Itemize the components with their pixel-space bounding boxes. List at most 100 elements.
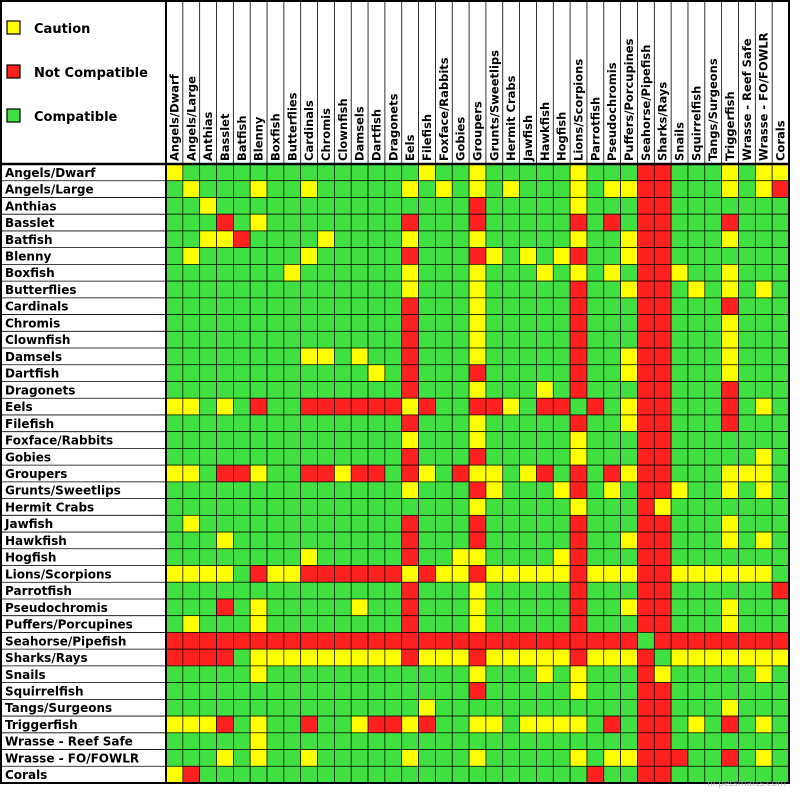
heatmap-cell <box>721 180 739 198</box>
row-header: Tangs/Surgeons <box>5 701 112 715</box>
heatmap-cell <box>569 715 588 734</box>
heatmap-cell <box>485 314 504 332</box>
heatmap-cell <box>233 514 251 533</box>
heatmap-cell <box>334 498 352 516</box>
heatmap-cell <box>249 230 268 248</box>
heatmap-cell <box>182 364 201 382</box>
heatmap-cell <box>738 381 756 399</box>
heatmap-cell <box>435 514 453 533</box>
heatmap-cell <box>249 548 268 566</box>
heatmap-cell <box>536 347 554 366</box>
heatmap-cell <box>771 699 790 717</box>
heatmap-cell <box>536 715 554 734</box>
heatmap-cell <box>401 314 419 332</box>
heatmap-cell <box>536 699 554 717</box>
heatmap-cell <box>721 632 739 650</box>
heatmap-cell <box>435 682 453 700</box>
heatmap-cell <box>603 347 621 366</box>
heatmap-cell <box>401 565 419 583</box>
row-header: Sharks/Rays <box>5 651 88 665</box>
row-header: Squirrelfish <box>5 684 84 698</box>
heatmap-cell <box>317 314 335 332</box>
heatmap-cell <box>569 732 588 750</box>
heatmap-cell <box>603 682 621 700</box>
heatmap-cell <box>485 765 504 784</box>
column-header: Dragonets <box>386 93 400 161</box>
heatmap-cell <box>384 615 403 633</box>
row-header: Gobies <box>5 450 51 464</box>
heatmap-cell <box>536 180 554 198</box>
row-header: Clownfish <box>5 333 70 347</box>
row-header: Puffers/Porcupines <box>5 618 133 632</box>
heatmap-cell <box>367 498 386 516</box>
heatmap-cell <box>586 397 605 416</box>
heatmap-cell <box>670 682 689 700</box>
heatmap-cell <box>300 498 318 516</box>
heatmap-cell <box>721 615 739 633</box>
heatmap-cell <box>603 197 621 215</box>
heatmap-cell <box>519 632 537 650</box>
heatmap-cell <box>704 598 722 617</box>
heatmap-cell <box>519 765 537 784</box>
heatmap-cell <box>536 381 554 399</box>
heatmap-cell <box>485 431 504 449</box>
legend-label-0: Caution <box>34 22 90 37</box>
heatmap-cell <box>536 314 554 332</box>
heatmap-cell <box>384 264 403 282</box>
heatmap-cell <box>401 749 419 767</box>
heatmap-cell <box>216 648 234 667</box>
heatmap-cell <box>519 498 537 516</box>
heatmap-cell <box>704 632 722 650</box>
heatmap-cell <box>552 464 571 483</box>
heatmap-cell <box>620 682 638 700</box>
heatmap-cell <box>620 431 638 449</box>
heatmap-cell <box>334 749 352 767</box>
heatmap-cell <box>350 397 369 416</box>
heatmap-cell <box>738 749 756 767</box>
heatmap-cell <box>620 732 638 750</box>
heatmap-cell <box>384 197 403 215</box>
heatmap-cell <box>552 397 571 416</box>
heatmap-cell <box>586 347 605 366</box>
heatmap-cell <box>317 481 335 499</box>
heatmap-cell <box>283 448 302 466</box>
heatmap-cell <box>317 464 335 483</box>
heatmap-cell <box>536 264 554 282</box>
heatmap-cell <box>653 381 672 399</box>
heatmap-cell <box>165 381 184 399</box>
heatmap-cell <box>754 581 773 600</box>
heatmap-cell <box>468 548 487 566</box>
heatmap-cell <box>637 364 655 382</box>
heatmap-cell <box>249 347 268 366</box>
heatmap-cell <box>603 213 621 232</box>
heatmap-cell <box>266 347 285 366</box>
row-header: Jawfish <box>4 517 53 531</box>
heatmap-cell <box>216 347 234 366</box>
heatmap-cell <box>552 565 571 583</box>
heatmap-cell <box>502 364 520 382</box>
heatmap-cell <box>182 347 201 366</box>
heatmap-cell <box>266 732 285 750</box>
heatmap-cell <box>552 765 571 784</box>
heatmap-cell <box>300 632 318 650</box>
heatmap-cell <box>266 264 285 282</box>
heatmap-cell <box>620 314 638 332</box>
heatmap-cell <box>182 314 201 332</box>
heatmap-cell <box>738 347 756 366</box>
heatmap-cell <box>771 481 790 499</box>
heatmap-cell <box>552 230 571 248</box>
row-header: Hermit Crabs <box>5 500 94 514</box>
heatmap-cell <box>738 397 756 416</box>
heatmap-cell <box>350 197 369 215</box>
row-header: Cardinals <box>5 300 68 314</box>
heatmap-cell <box>418 749 436 767</box>
heatmap-cell <box>216 247 234 265</box>
heatmap-cell <box>485 565 504 583</box>
heatmap-cell <box>519 280 537 299</box>
heatmap-cell <box>603 364 621 382</box>
heatmap-cell <box>586 682 605 700</box>
heatmap-cell <box>216 264 234 282</box>
heatmap-cell <box>266 665 285 683</box>
heatmap-cell <box>687 347 706 366</box>
heatmap-cell <box>283 431 302 449</box>
